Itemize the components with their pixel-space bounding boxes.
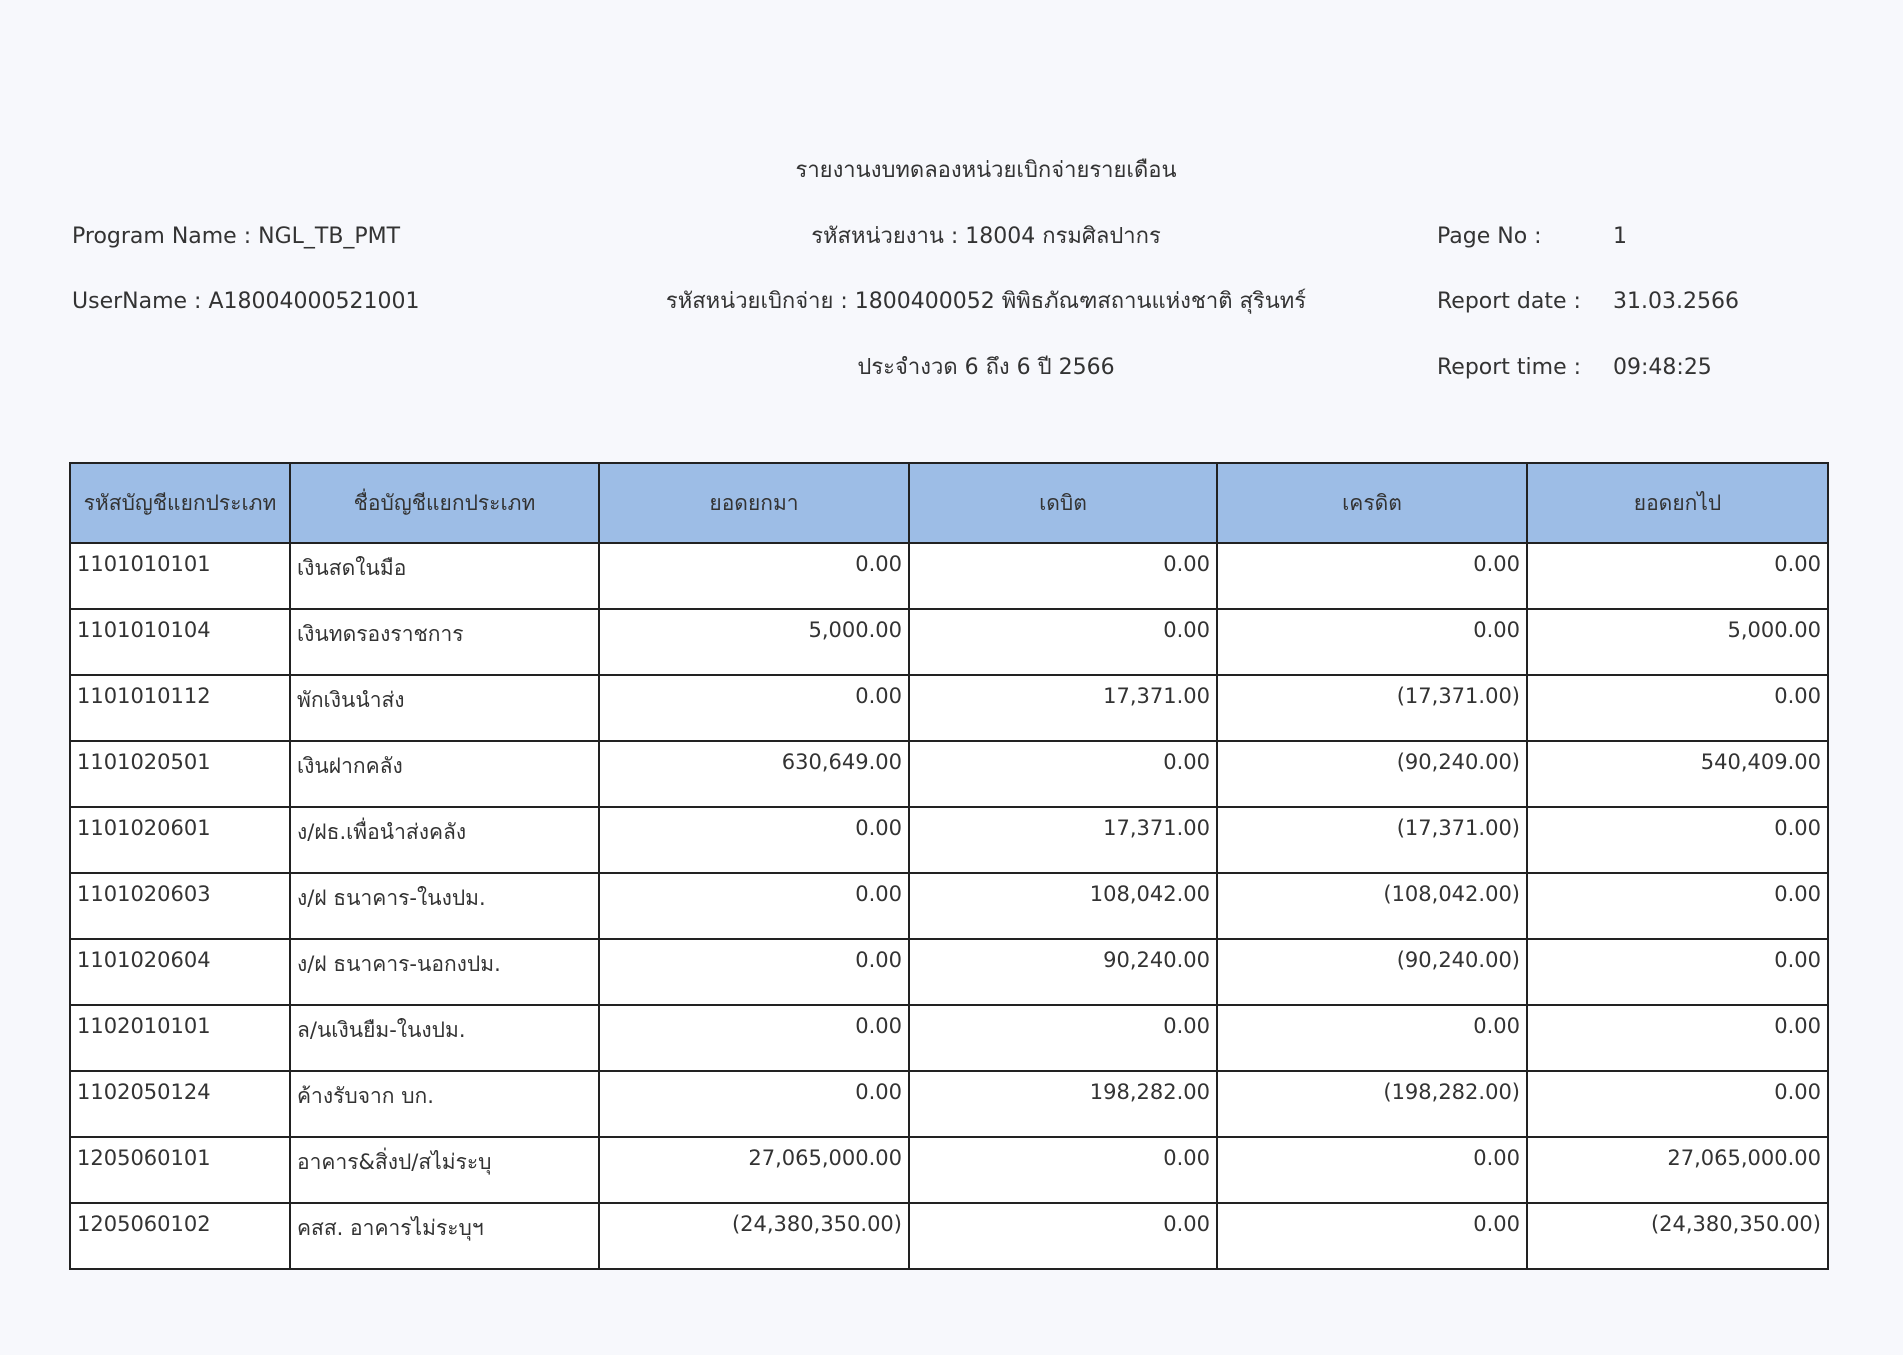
report-time: 09:48:25 xyxy=(1613,355,1712,380)
report-title: รายงานงบทดลองหน่วยเบิกจ่ายรายเดือน xyxy=(795,158,1177,183)
account-name: พักเงินนำส่ง xyxy=(289,674,600,742)
amount-cell: (90,240.00) xyxy=(1216,938,1528,1006)
amount-cell: (17,371.00) xyxy=(1216,674,1528,742)
amount-cell: 0.00 xyxy=(1526,1004,1829,1072)
account-code: 1205060101 xyxy=(69,1136,291,1204)
account-code: 1101010101 xyxy=(69,542,291,610)
amount-cell: 0.00 xyxy=(1216,608,1528,676)
amount-cell: 0.00 xyxy=(908,542,1218,610)
amount-cell: 0.00 xyxy=(908,1136,1218,1204)
column-header: ยอดยกมา xyxy=(598,462,910,544)
amount-cell: 198,282.00 xyxy=(908,1070,1218,1138)
amount-cell: (90,240.00) xyxy=(1216,740,1528,808)
amount-cell: (17,371.00) xyxy=(1216,806,1528,874)
amount-cell: (198,282.00) xyxy=(1216,1070,1528,1138)
column-header: เดบิต xyxy=(908,462,1218,544)
account-code: 1101020604 xyxy=(69,938,291,1006)
account-code: 1205060102 xyxy=(69,1202,291,1270)
amount-cell: 5,000.00 xyxy=(1526,608,1829,676)
amount-cell: 630,649.00 xyxy=(598,740,910,808)
account-name: เงินทดรองราชการ xyxy=(289,608,600,676)
account-code: 1101010112 xyxy=(69,674,291,742)
table-row: 1205060102 คสส. อาคารไม่ระบุฯ (24,380,350.… xyxy=(69,1202,1829,1270)
account-code: 1102050124 xyxy=(69,1070,291,1138)
amount-cell: 0.00 xyxy=(598,1070,910,1138)
amount-cell: 27,065,000.00 xyxy=(598,1136,910,1204)
table-row: 1205060101 อาคาร&สิ่งป/สไม่ระบุ 27,065,000… xyxy=(69,1136,1829,1204)
account-code: 1101020601 xyxy=(69,806,291,874)
amount-cell: 5,000.00 xyxy=(598,608,910,676)
account-name: ง/ฝ ธนาคาร-นอกงปม. xyxy=(289,938,600,1006)
amount-cell: (108,042.00) xyxy=(1216,872,1528,940)
amount-cell: 0.00 xyxy=(598,872,910,940)
table-row: 1101010104 เงินทดรองราชการ 5,000.00 0.00 0.0… xyxy=(69,608,1829,676)
amount-cell: 108,042.00 xyxy=(908,872,1218,940)
report-time-label: Report time : xyxy=(1437,355,1582,380)
amount-cell: 0.00 xyxy=(1216,542,1528,610)
column-header: เครดิต xyxy=(1216,462,1528,544)
amount-cell: 0.00 xyxy=(598,1004,910,1072)
page-no-label: Page No : xyxy=(1437,224,1542,249)
account-name: เงินฝากคลัง xyxy=(289,740,600,808)
table-row: 1101020601 ง/ฝธ.เพื่อนำส่งคลัง 0.00 17,371.… xyxy=(69,806,1829,874)
account-name: ล/นเงินยืม-ในงปม. xyxy=(289,1004,600,1072)
column-header: ยอดยกไป xyxy=(1526,462,1829,544)
amount-cell: 0.00 xyxy=(598,806,910,874)
amount-cell: 90,240.00 xyxy=(908,938,1218,1006)
amount-cell: 27,065,000.00 xyxy=(1526,1136,1829,1204)
table-row: 1101010101 เงินสดในมือ 0.00 0.00 0.00 0.00 xyxy=(69,542,1829,610)
account-name: ง/ฝ ธนาคาร-ในงปม. xyxy=(289,872,600,940)
table-row: 1101020603 ง/ฝ ธนาคาร-ในงปม. 0.00 108,042.0… xyxy=(69,872,1829,940)
amount-cell: (24,380,350.00) xyxy=(598,1202,910,1270)
account-code: 1101010104 xyxy=(69,608,291,676)
amount-cell: 0.00 xyxy=(1216,1004,1528,1072)
table-row: 1101020604 ง/ฝ ธนาคาร-นอกงปม. 0.00 90,240.0… xyxy=(69,938,1829,1006)
table-row: 1101010112 พักเงินนำส่ง 0.00 17,371.00 (17,3… xyxy=(69,674,1829,742)
user-name: UserName : A18004000521001 xyxy=(72,289,420,314)
amount-cell: 0.00 xyxy=(1216,1202,1528,1270)
amount-cell: 0.00 xyxy=(1526,872,1829,940)
amount-cell: 17,371.00 xyxy=(908,806,1218,874)
amount-cell: 540,409.00 xyxy=(1526,740,1829,808)
amount-cell: 0.00 xyxy=(1526,674,1829,742)
amount-cell: 0.00 xyxy=(908,1202,1218,1270)
amount-cell: 0.00 xyxy=(1526,1070,1829,1138)
account-name: อาคาร&สิ่งป/สไม่ระบุ xyxy=(289,1136,600,1204)
amount-cell: 0.00 xyxy=(908,608,1218,676)
header-row: รหัสบัญชีแยกประเภท ชื่อบัญชีแยกประเภท ยอดย… xyxy=(69,462,1829,544)
amount-cell: 0.00 xyxy=(908,740,1218,808)
agency: รหัสหน่วยงาน : 18004 กรมศิลปากร xyxy=(811,224,1161,249)
account-code: 1102010101 xyxy=(69,1004,291,1072)
account-code: 1101020603 xyxy=(69,872,291,940)
amount-cell: 17,371.00 xyxy=(908,674,1218,742)
account-name: ง/ฝธ.เพื่อนำส่งคลัง xyxy=(289,806,600,874)
amount-cell: 0.00 xyxy=(1526,938,1829,1006)
account-name: เงินสดในมือ xyxy=(289,542,600,610)
report-date: 31.03.2566 xyxy=(1613,289,1739,314)
amount-cell: 0.00 xyxy=(908,1004,1218,1072)
amount-cell: (24,380,350.00) xyxy=(1526,1202,1829,1270)
column-header: ชื่อบัญชีแยกประเภท xyxy=(289,462,600,544)
trial-balance-table: รหัสบัญชีแยกประเภท ชื่อบัญชีแยกประเภท ยอดย… xyxy=(69,462,1829,1270)
account-code: 1101020501 xyxy=(69,740,291,808)
program-name: Program Name : NGL_TB_PMT xyxy=(72,224,401,249)
amount-cell: 0.00 xyxy=(598,938,910,1006)
amount-cell: 0.00 xyxy=(1526,542,1829,610)
amount-cell: 0.00 xyxy=(1526,806,1829,874)
period: ประจำงวด 6 ถึง 6 ปี 2566 xyxy=(857,355,1115,380)
table-row: 1102050124 ค้างรับจาก บก. 0.00 198,282.00 (1… xyxy=(69,1070,1829,1138)
table-row: 1102010101 ล/นเงินยืม-ในงปม. 0.00 0.00 0.00 0… xyxy=(69,1004,1829,1072)
account-name: ค้างรับจาก บก. xyxy=(289,1070,600,1138)
amount-cell: 0.00 xyxy=(598,542,910,610)
amount-cell: 0.00 xyxy=(1216,1136,1528,1204)
account-name: คสส. อาคารไม่ระบุฯ xyxy=(289,1202,600,1270)
disbursing-unit: รหัสหน่วยเบิกจ่าย : 1800400052 พิพิธภัณฑ… xyxy=(665,289,1307,314)
report-date-label: Report date : xyxy=(1437,289,1581,314)
column-header: รหัสบัญชีแยกประเภท xyxy=(69,462,291,544)
table-row: 1101020501 เงินฝากคลัง 630,649.00 0.00 (90,2… xyxy=(69,740,1829,808)
amount-cell: 0.00 xyxy=(598,674,910,742)
page-no: 1 xyxy=(1613,224,1627,249)
